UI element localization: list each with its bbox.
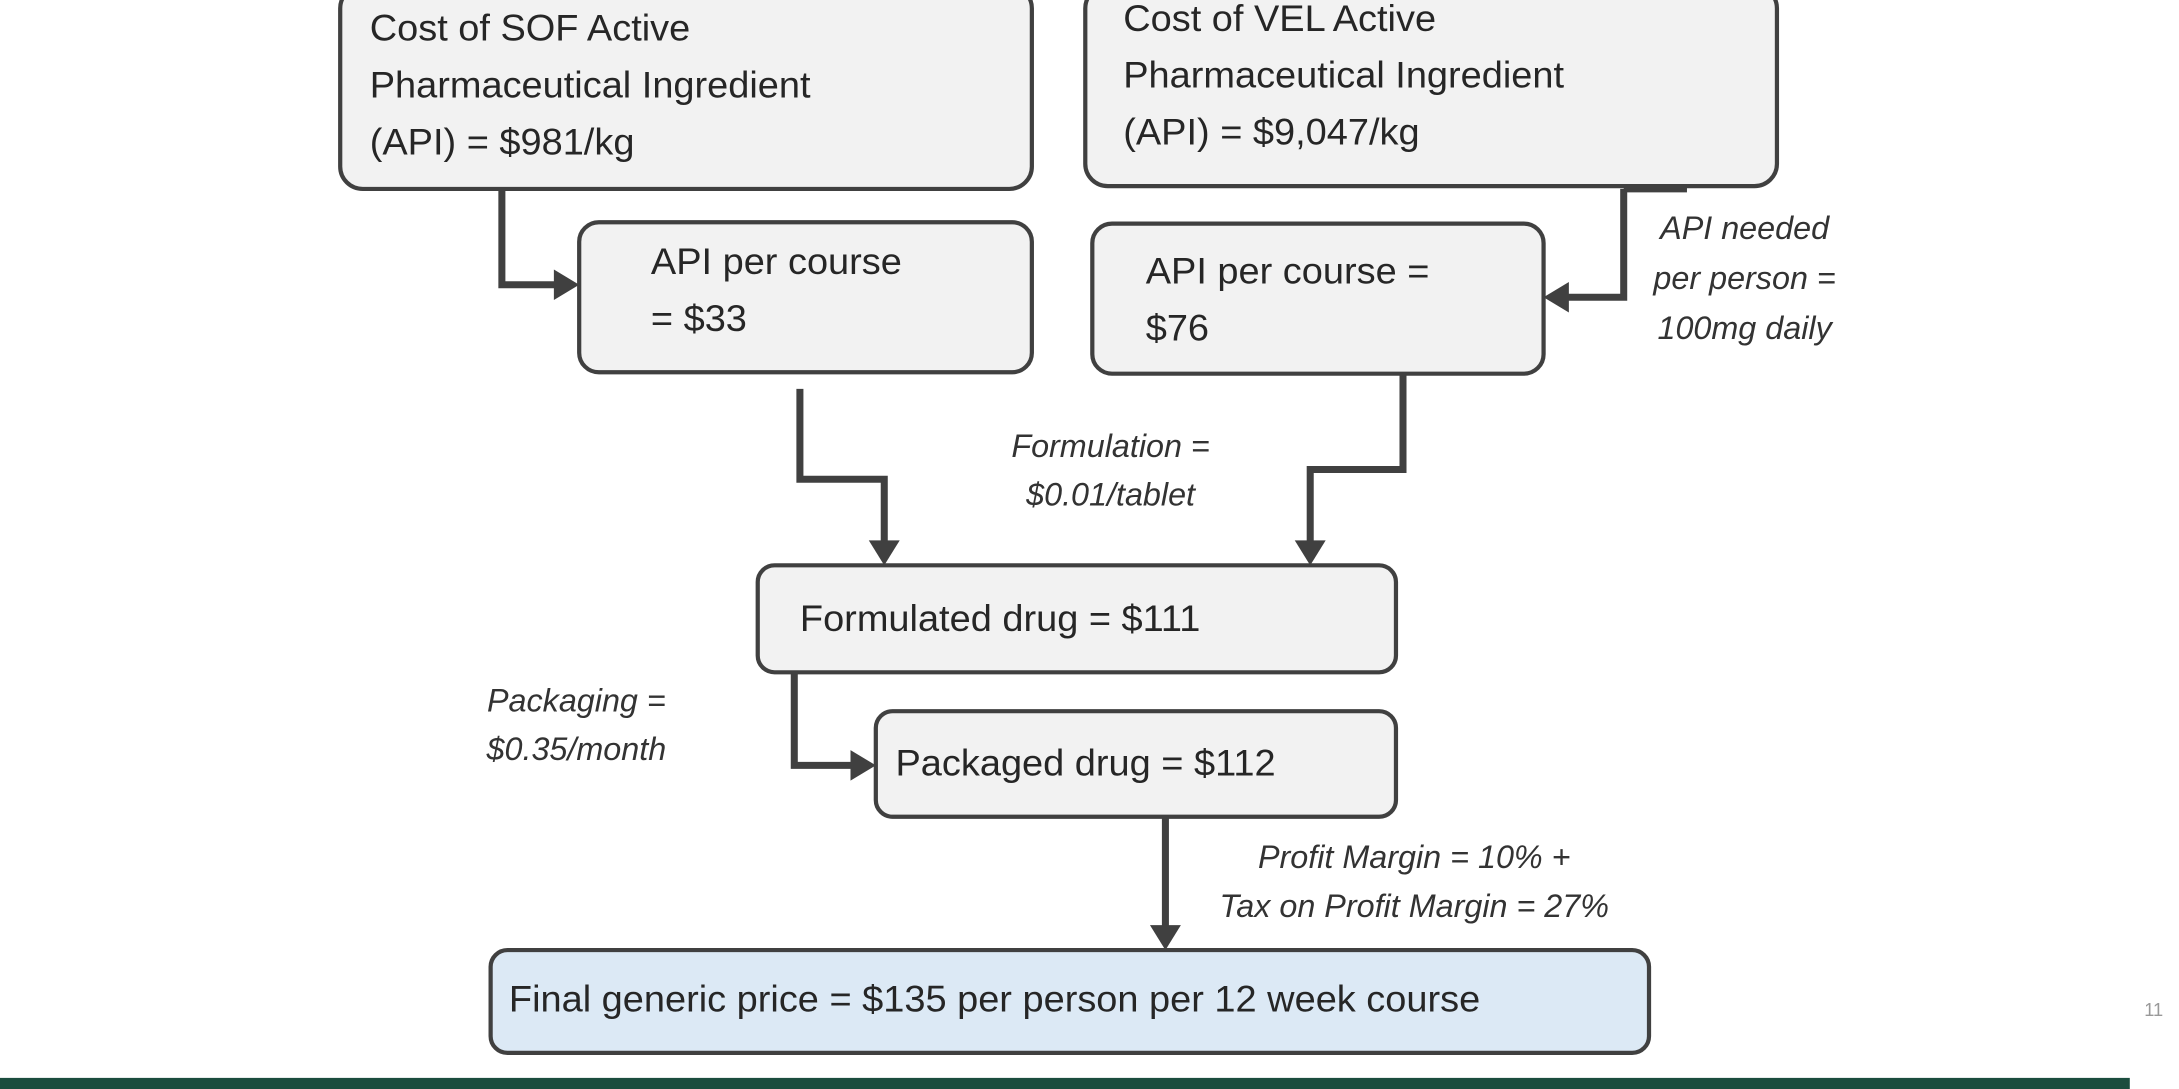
node-text: Formulated drug = $111 xyxy=(800,597,1200,639)
annotation: Formulation = xyxy=(1011,428,1209,464)
node-text: $76 xyxy=(1146,307,1209,349)
node-text: (API) = $981/kg xyxy=(370,121,635,163)
annotation: Tax on Profit Margin = 27% xyxy=(1219,888,1609,924)
node-text: API per course xyxy=(651,240,902,282)
annotation: API needed xyxy=(1658,210,1830,246)
node-text: Packaged drug = $112 xyxy=(895,741,1275,783)
node-box xyxy=(338,0,1034,191)
final-box xyxy=(488,948,1652,1055)
node-box xyxy=(1090,221,1546,376)
annotation: 100mg daily xyxy=(1657,310,1833,346)
node-box xyxy=(873,709,1399,819)
annotation: per person = xyxy=(1652,260,1835,296)
node-text: API per course = xyxy=(1146,250,1430,292)
node-box xyxy=(1083,0,1780,189)
node-text: Pharmaceutical Ingredient xyxy=(1123,54,1564,96)
node-text: Pharmaceutical Ingredient xyxy=(370,64,811,106)
annotation: $0.35/month xyxy=(486,731,667,767)
page-number: 11 xyxy=(2144,1000,2163,1020)
node-text: (API) = $9,047/kg xyxy=(1123,111,1419,153)
annotation: Profit Margin = 10% + xyxy=(1258,839,1571,875)
node-box xyxy=(755,563,1399,675)
footer-bar xyxy=(0,1077,2130,1089)
annotation: Packaging = xyxy=(487,682,666,718)
node-text: Final generic price = $135 per person pe… xyxy=(509,978,1480,1020)
arrows xyxy=(498,185,1687,951)
node-text: Cost of VEL Active xyxy=(1123,0,1436,39)
annotation: $0.01/tablet xyxy=(1025,477,1197,513)
node-text: Cost of SOF Active xyxy=(370,7,691,49)
node-box xyxy=(577,220,1034,375)
node-text: = $33 xyxy=(651,297,747,339)
